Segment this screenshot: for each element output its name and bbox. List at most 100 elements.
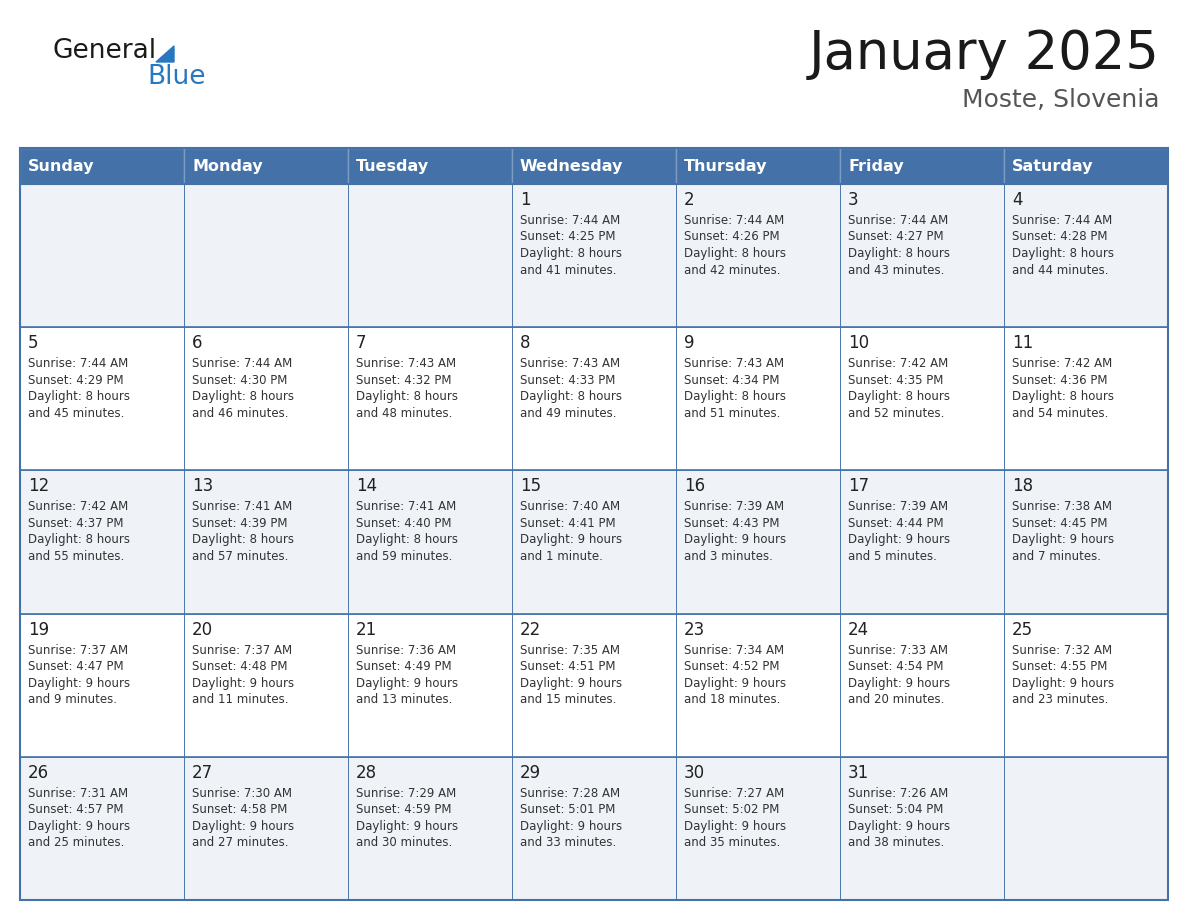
Text: 20: 20 [192, 621, 213, 639]
Bar [348, 613, 512, 756]
Bar [184, 756, 348, 900]
Bar [184, 613, 348, 756]
Text: Tuesday: Tuesday [356, 160, 429, 174]
Text: Sunset: 4:34 PM: Sunset: 4:34 PM [684, 374, 779, 386]
Text: Sunset: 5:02 PM: Sunset: 5:02 PM [684, 803, 779, 816]
Text: Blue: Blue [147, 64, 206, 90]
Bar [512, 148, 676, 184]
Text: and 3 minutes.: and 3 minutes. [684, 550, 773, 563]
Text: Sunset: 4:26 PM: Sunset: 4:26 PM [684, 230, 779, 243]
Text: and 1 minute.: and 1 minute. [520, 550, 602, 563]
Bar [20, 470, 184, 613]
Text: Sunset: 4:52 PM: Sunset: 4:52 PM [684, 660, 779, 673]
Text: Daylight: 9 hours: Daylight: 9 hours [520, 820, 623, 833]
Text: Sunrise: 7:39 AM: Sunrise: 7:39 AM [684, 500, 784, 513]
Bar [512, 184, 676, 327]
Text: 27: 27 [192, 764, 213, 782]
Text: Daylight: 8 hours: Daylight: 8 hours [192, 533, 293, 546]
Text: Sunrise: 7:44 AM: Sunrise: 7:44 AM [29, 357, 128, 370]
Text: Daylight: 8 hours: Daylight: 8 hours [29, 390, 129, 403]
Text: Sunset: 4:32 PM: Sunset: 4:32 PM [356, 374, 451, 386]
Bar [512, 613, 676, 756]
Text: Sunrise: 7:42 AM: Sunrise: 7:42 AM [1012, 357, 1112, 370]
Bar [348, 756, 512, 900]
Bar [348, 148, 512, 184]
Text: 1: 1 [520, 191, 531, 209]
Polygon shape [156, 46, 173, 62]
Text: and 25 minutes.: and 25 minutes. [29, 836, 125, 849]
Text: Sunset: 4:44 PM: Sunset: 4:44 PM [848, 517, 943, 530]
Text: January 2025: January 2025 [809, 28, 1159, 80]
Text: Daylight: 9 hours: Daylight: 9 hours [192, 820, 295, 833]
Text: Sunrise: 7:38 AM: Sunrise: 7:38 AM [1012, 500, 1112, 513]
Text: Daylight: 9 hours: Daylight: 9 hours [192, 677, 295, 689]
Bar [840, 470, 1004, 613]
Bar [840, 756, 1004, 900]
Text: Daylight: 9 hours: Daylight: 9 hours [1012, 677, 1114, 689]
Text: 6: 6 [192, 334, 202, 353]
Text: and 18 minutes.: and 18 minutes. [684, 693, 781, 706]
Text: Sunrise: 7:42 AM: Sunrise: 7:42 AM [29, 500, 128, 513]
Bar [676, 470, 840, 613]
Text: Sunset: 5:01 PM: Sunset: 5:01 PM [520, 803, 615, 816]
Text: Sunset: 4:57 PM: Sunset: 4:57 PM [29, 803, 124, 816]
Text: Sunset: 4:43 PM: Sunset: 4:43 PM [684, 517, 779, 530]
Text: 15: 15 [520, 477, 541, 496]
Text: 9: 9 [684, 334, 695, 353]
Text: and 42 minutes.: and 42 minutes. [684, 263, 781, 276]
Text: Sunrise: 7:42 AM: Sunrise: 7:42 AM [848, 357, 948, 370]
Text: Daylight: 9 hours: Daylight: 9 hours [684, 533, 786, 546]
Text: Sunrise: 7:27 AM: Sunrise: 7:27 AM [684, 787, 784, 800]
Text: and 41 minutes.: and 41 minutes. [520, 263, 617, 276]
Bar [20, 756, 184, 900]
Bar [1004, 184, 1168, 327]
Text: Daylight: 9 hours: Daylight: 9 hours [29, 820, 131, 833]
Text: Sunset: 4:29 PM: Sunset: 4:29 PM [29, 374, 124, 386]
Bar [840, 613, 1004, 756]
Text: Daylight: 9 hours: Daylight: 9 hours [356, 820, 459, 833]
Text: Daylight: 8 hours: Daylight: 8 hours [356, 390, 459, 403]
Text: and 38 minutes.: and 38 minutes. [848, 836, 944, 849]
Text: Sunrise: 7:40 AM: Sunrise: 7:40 AM [520, 500, 620, 513]
Text: Daylight: 9 hours: Daylight: 9 hours [848, 677, 950, 689]
Bar [840, 327, 1004, 470]
Text: 4: 4 [1012, 191, 1023, 209]
Text: Sunset: 5:04 PM: Sunset: 5:04 PM [848, 803, 943, 816]
Text: 21: 21 [356, 621, 378, 639]
Bar [184, 184, 348, 327]
Text: Sunset: 4:47 PM: Sunset: 4:47 PM [29, 660, 124, 673]
Text: and 11 minutes.: and 11 minutes. [192, 693, 289, 706]
Text: Daylight: 9 hours: Daylight: 9 hours [520, 677, 623, 689]
Text: 12: 12 [29, 477, 49, 496]
Text: Sunset: 4:40 PM: Sunset: 4:40 PM [356, 517, 451, 530]
Bar [348, 184, 512, 327]
Bar [840, 148, 1004, 184]
Text: Sunset: 4:36 PM: Sunset: 4:36 PM [1012, 374, 1107, 386]
Text: Sunset: 4:37 PM: Sunset: 4:37 PM [29, 517, 124, 530]
Text: Sunrise: 7:26 AM: Sunrise: 7:26 AM [848, 787, 948, 800]
Bar [1004, 470, 1168, 613]
Bar [676, 184, 840, 327]
Text: 3: 3 [848, 191, 859, 209]
Text: Sunset: 4:59 PM: Sunset: 4:59 PM [356, 803, 451, 816]
Text: Daylight: 9 hours: Daylight: 9 hours [684, 677, 786, 689]
Text: Sunrise: 7:44 AM: Sunrise: 7:44 AM [192, 357, 292, 370]
Bar [184, 470, 348, 613]
Text: Sunset: 4:33 PM: Sunset: 4:33 PM [520, 374, 615, 386]
Text: Monday: Monday [192, 160, 263, 174]
Text: Sunset: 4:35 PM: Sunset: 4:35 PM [848, 374, 943, 386]
Bar [20, 148, 1168, 900]
Text: and 23 minutes.: and 23 minutes. [1012, 693, 1108, 706]
Text: Daylight: 8 hours: Daylight: 8 hours [684, 247, 786, 260]
Text: and 55 minutes.: and 55 minutes. [29, 550, 125, 563]
Text: Daylight: 8 hours: Daylight: 8 hours [356, 533, 459, 546]
Text: and 35 minutes.: and 35 minutes. [684, 836, 781, 849]
Bar [1004, 756, 1168, 900]
Text: and 9 minutes.: and 9 minutes. [29, 693, 116, 706]
Text: Sunrise: 7:43 AM: Sunrise: 7:43 AM [684, 357, 784, 370]
Text: Sunrise: 7:44 AM: Sunrise: 7:44 AM [1012, 214, 1112, 227]
Text: and 45 minutes.: and 45 minutes. [29, 407, 125, 420]
Text: Sunrise: 7:44 AM: Sunrise: 7:44 AM [520, 214, 620, 227]
Text: 28: 28 [356, 764, 377, 782]
Text: Sunset: 4:30 PM: Sunset: 4:30 PM [192, 374, 287, 386]
